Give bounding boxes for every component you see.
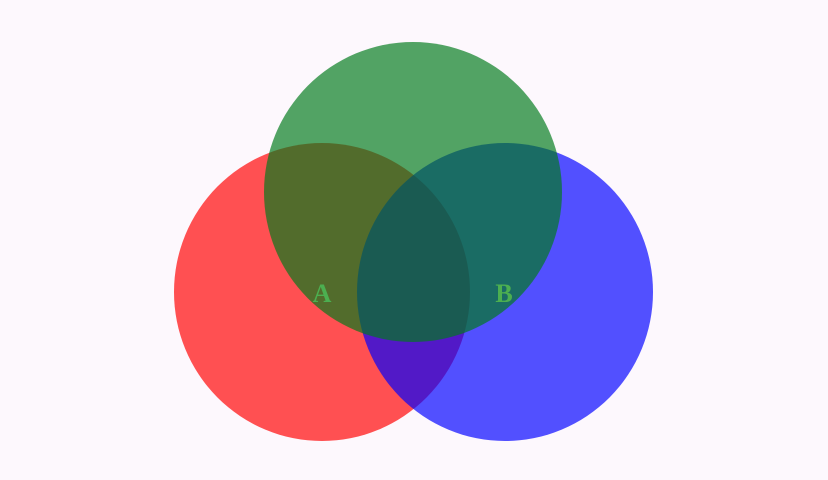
circle-c bbox=[264, 42, 562, 342]
label-b: B bbox=[495, 279, 512, 308]
label-a: A bbox=[313, 279, 332, 308]
